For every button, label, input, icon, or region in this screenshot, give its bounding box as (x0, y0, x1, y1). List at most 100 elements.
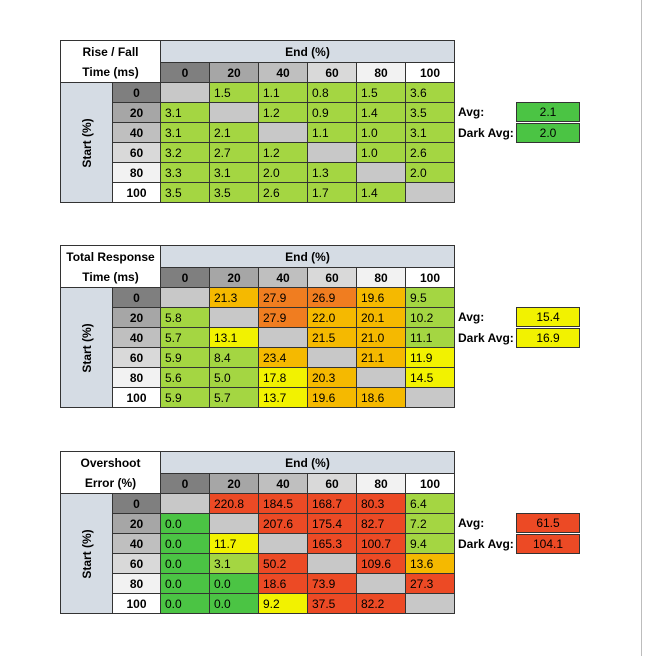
value-cell: 17.8 (258, 367, 308, 388)
column-header: 100 (405, 62, 455, 83)
value-cell (405, 593, 455, 614)
value-cell: 27.9 (258, 307, 308, 328)
end-group-label: End (%) (160, 40, 455, 63)
value-cell: 5.7 (209, 387, 259, 408)
table-row: 40 5.7 13.1 21.5 21.0 11.1 (61, 327, 455, 348)
value-cell: 10.2 (405, 307, 455, 328)
value-cell (209, 513, 259, 534)
value-cell: 8.4 (209, 347, 259, 368)
value-cell: 9.4 (405, 533, 455, 554)
table-row: 60 0.0 3.1 50.2 109.6 13.6 (61, 553, 455, 574)
table-title-line1: Total Response (60, 245, 161, 268)
table-row: 100 3.5 3.5 2.6 1.7 1.4 (61, 182, 455, 203)
dark-avg-label: Dark Avg: (458, 126, 514, 140)
dark-avg-label: Dark Avg: (458, 537, 514, 551)
value-cell (307, 347, 357, 368)
column-header: 80 (356, 267, 406, 288)
row-header: 80 (112, 162, 161, 183)
column-header: 40 (258, 473, 308, 494)
start-group-cell: Start (%) (60, 82, 113, 203)
value-cell: 5.0 (209, 367, 259, 388)
avg-row: Avg: 61.5 (458, 513, 588, 533)
avg-row: Avg: 2.1 (458, 102, 588, 122)
table-title-line1: Rise / Fall (60, 40, 161, 63)
value-cell: 5.8 (160, 307, 210, 328)
value-cell: 19.6 (307, 387, 357, 408)
value-cell: 18.6 (356, 387, 406, 408)
row-header: 60 (112, 347, 161, 368)
value-cell: 23.4 (258, 347, 308, 368)
table-row: Start (%) 0 21.3 27.9 26.9 19.6 9.5 (60, 287, 455, 408)
table-row: 40 0.0 11.7 165.3 100.7 9.4 (61, 533, 455, 554)
value-cell: 207.6 (258, 513, 308, 534)
table-row: 40 3.1 2.1 1.1 1.0 3.1 (61, 122, 455, 143)
data-table: Total Response End (%) Time (ms) 0 20 40 60 80 1… (60, 245, 455, 408)
value-cell: 1.2 (258, 142, 308, 163)
value-cell: 6.4 (405, 493, 455, 514)
row-header: 0 (112, 287, 161, 308)
table-row: 80 3.3 3.1 2.0 1.3 2.0 (61, 162, 455, 183)
value-cell: 1.1 (258, 82, 308, 103)
value-cell: 1.4 (356, 102, 406, 123)
value-cell (307, 142, 357, 163)
row-header: 60 (112, 142, 161, 163)
value-cell: 3.5 (209, 182, 259, 203)
start-group-cell: Start (%) (60, 287, 113, 408)
avg-row: Avg: 15.4 (458, 307, 588, 327)
value-cell: 220.8 (209, 493, 259, 514)
row-header: 20 (112, 307, 161, 328)
row-header: 60 (112, 553, 161, 574)
table-block-2: Overshoot End (%) Error (%) 0 20 40 60 80 100 Sta… (60, 451, 580, 614)
row-header: 100 (112, 182, 161, 203)
table-title-line2: Time (ms) (60, 267, 161, 288)
value-cell: 0.0 (160, 553, 210, 574)
value-cell: 27.3 (405, 573, 455, 594)
value-cell: 0.0 (160, 593, 210, 614)
value-cell: 184.5 (258, 493, 308, 514)
table-block-1: Total Response End (%) Time (ms) 0 20 40 60 80 1… (60, 245, 580, 408)
value-cell: 20.3 (307, 367, 357, 388)
header-row-1: Rise / Fall End (%) (60, 40, 455, 63)
table-row: 60 5.9 8.4 23.4 21.1 11.9 (61, 347, 455, 368)
avg-label: Avg: (458, 310, 485, 324)
value-cell (160, 493, 210, 514)
value-cell: 22.0 (307, 307, 357, 328)
value-cell: 5.9 (160, 347, 210, 368)
value-cell (209, 307, 259, 328)
value-cell: 13.7 (258, 387, 308, 408)
value-cell: 3.3 (160, 162, 210, 183)
value-cell: 11.9 (405, 347, 455, 368)
value-cell: 3.6 (405, 82, 455, 103)
value-cell: 0.0 (160, 573, 210, 594)
value-cell: 50.2 (258, 553, 308, 574)
row-header: 100 (112, 593, 161, 614)
column-header: 20 (209, 62, 259, 83)
start-group-label: Start (%) (79, 528, 94, 579)
table-row: 60 3.2 2.7 1.2 1.0 2.6 (61, 142, 455, 163)
value-cell (356, 367, 406, 388)
column-header: 60 (307, 267, 357, 288)
value-cell: 2.6 (258, 182, 308, 203)
row-header: 100 (112, 387, 161, 408)
page-edge-line (641, 0, 642, 656)
value-cell: 18.6 (258, 573, 308, 594)
start-group-label: Start (%) (79, 117, 94, 168)
column-header: 60 (307, 473, 357, 494)
table-row: 100 5.9 5.7 13.7 19.6 18.6 (61, 387, 455, 408)
row-header: 80 (112, 367, 161, 388)
value-cell: 3.1 (160, 122, 210, 143)
end-group-label: End (%) (160, 451, 455, 474)
value-cell: 100.7 (356, 533, 406, 554)
dark-avg-label: Dark Avg: (458, 331, 514, 345)
value-cell: 21.1 (356, 347, 406, 368)
dark-avg-row: Dark Avg: 2.0 (458, 123, 588, 143)
column-header: 40 (258, 267, 308, 288)
value-cell: 21.3 (209, 287, 259, 308)
value-cell: 1.4 (356, 182, 406, 203)
header-row-2: Time (ms) 0 20 40 60 80 100 (60, 267, 455, 288)
table-row: 20 3.1 1.2 0.9 1.4 3.5 (61, 102, 455, 123)
value-cell: 82.7 (356, 513, 406, 534)
table-title-line1: Overshoot (60, 451, 161, 474)
table-block-0: Rise / Fall End (%) Time (ms) 0 20 40 60 80 100 S… (60, 40, 580, 203)
row-header: 40 (112, 327, 161, 348)
